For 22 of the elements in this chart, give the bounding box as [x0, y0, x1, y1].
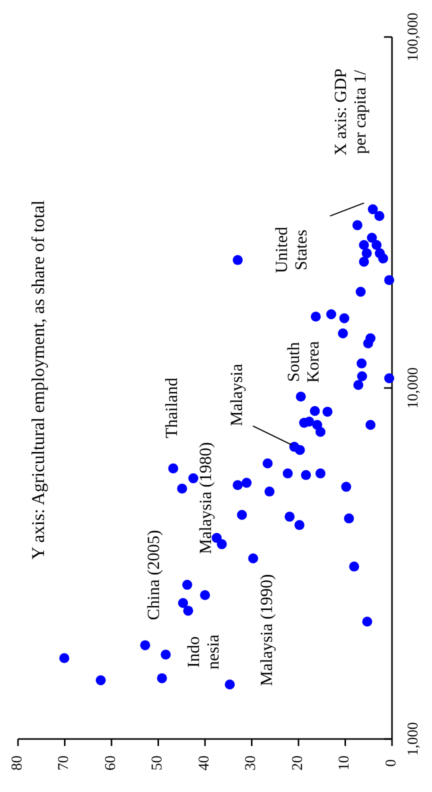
x-tick-label: 50 — [150, 756, 166, 770]
y-tick-label: 1,000 — [405, 722, 422, 756]
x-tick-label: 10 — [336, 756, 353, 770]
annotation: Thailand — [162, 377, 181, 438]
x-tick-label: 0 — [383, 759, 400, 767]
x-tick-label: 30 — [243, 756, 260, 770]
annotation: China (2005) — [144, 530, 163, 620]
x-tick-label: 70 — [56, 756, 72, 770]
annotation: Indo nesia — [184, 634, 223, 670]
x-tick-label: 20 — [290, 756, 306, 770]
x-tick-label: 80 — [9, 756, 26, 770]
y-tick-label: 100,000 — [405, 12, 422, 62]
annotation: South Korea — [284, 340, 323, 383]
x-tick-label: 40 — [196, 756, 212, 770]
x-tick-label: 60 — [102, 756, 119, 770]
annotation: X axis: GDP per capita 1/ — [331, 68, 370, 156]
annotation: Malaysia (1990) — [256, 574, 276, 686]
annotation: Y axis: Agricultural employment, as share of total — [28, 200, 48, 560]
annotation: Malaysia — [226, 363, 246, 426]
annotation: United States — [272, 226, 311, 274]
annotation: Malaysia (1980) — [196, 442, 215, 554]
y-tick-label: 10,000 — [405, 367, 422, 409]
